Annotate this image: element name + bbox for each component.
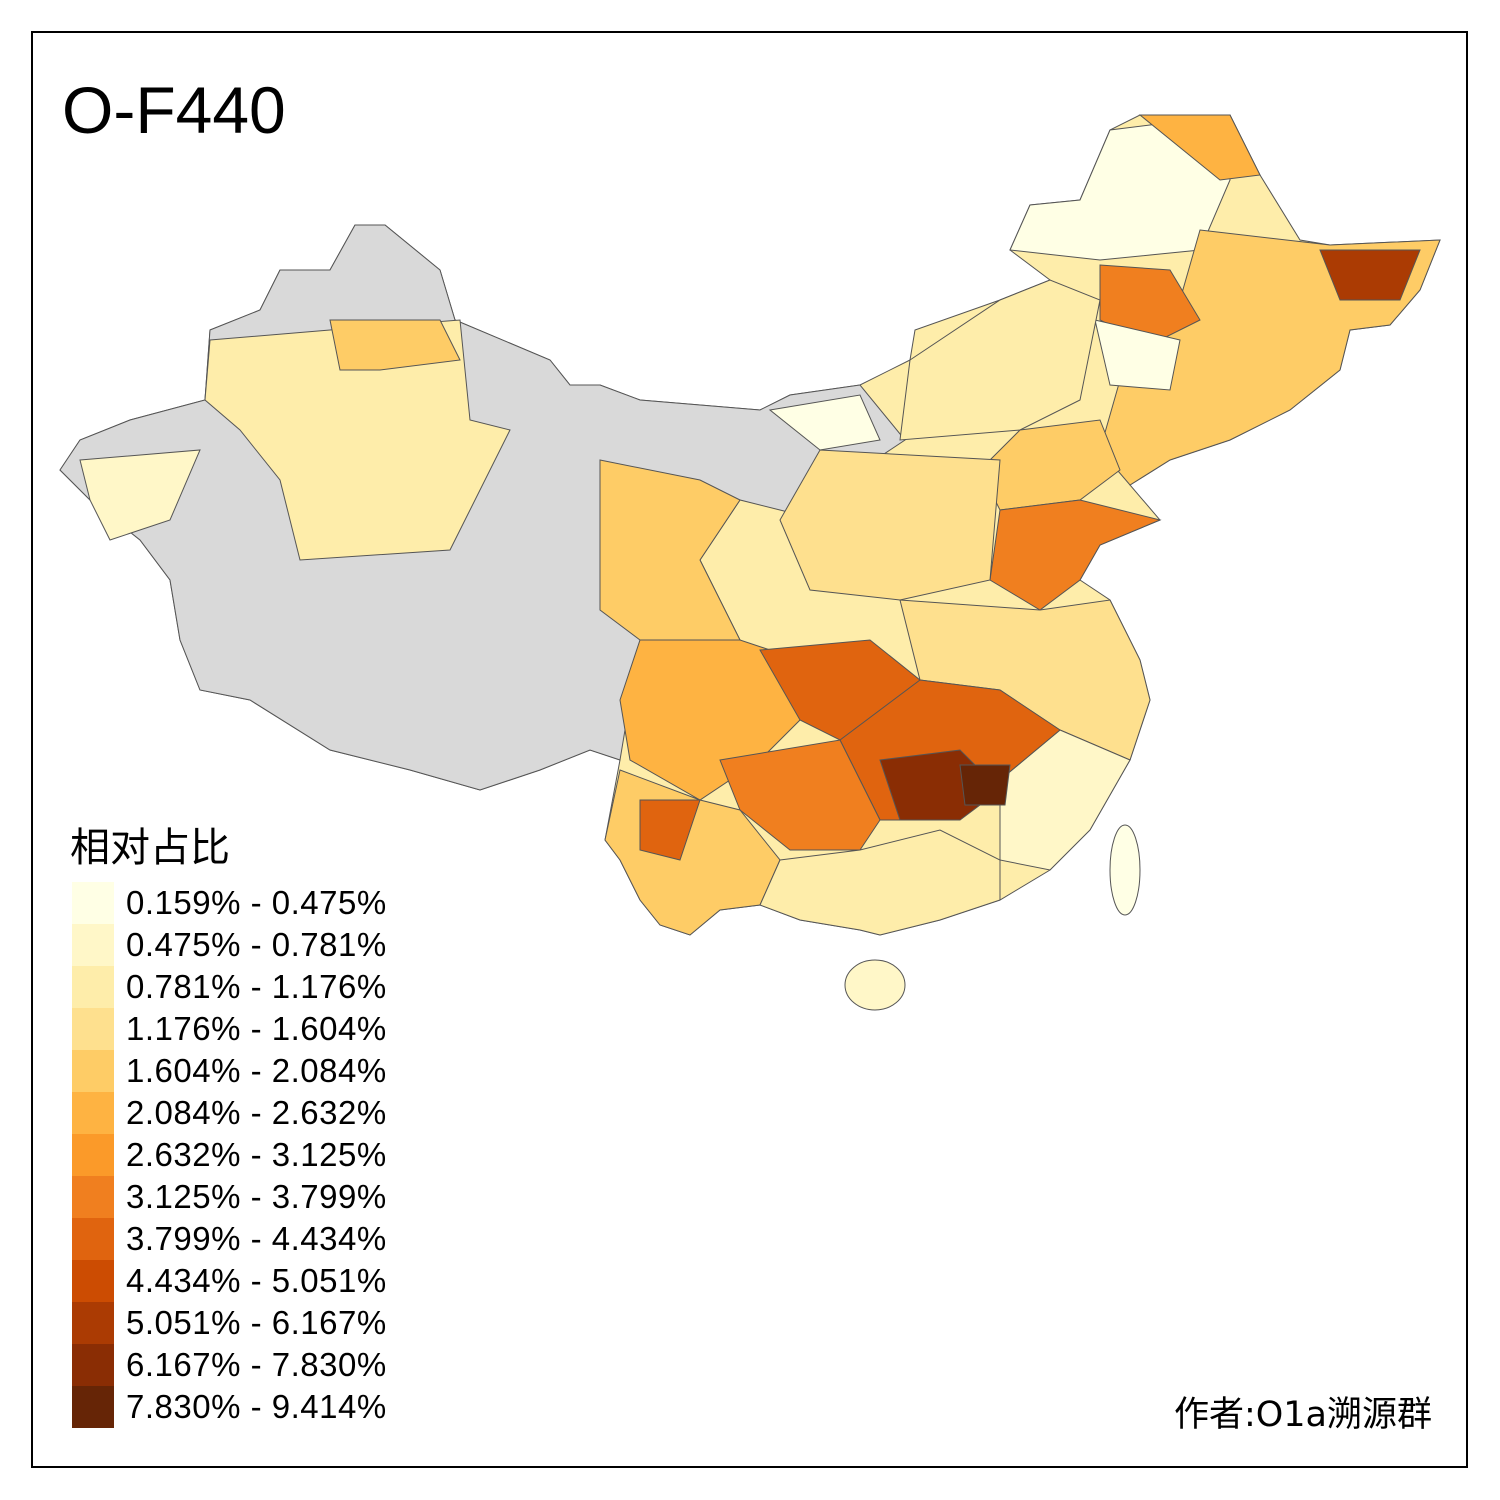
region-north-china: [899, 279, 1101, 441]
legend-swatch: [72, 966, 114, 1008]
legend-swatch: [72, 882, 114, 924]
legend: 0.159% - 0.475% 0.475% - 0.781% 0.781% - 1…: [72, 882, 387, 1428]
legend-label: 0.781% - 1.176%: [126, 968, 387, 1005]
region-heilongjiang-east: [1319, 249, 1421, 301]
legend-item: 5.051% - 6.167%: [72, 1302, 387, 1344]
legend-item: 2.084% - 2.632%: [72, 1092, 387, 1134]
legend-label: 2.084% - 2.632%: [126, 1094, 387, 1131]
legend-label: 3.799% - 4.434%: [126, 1220, 387, 1257]
legend-label: 3.125% - 3.799%: [126, 1178, 387, 1215]
legend-label: 7.830% - 9.414%: [126, 1388, 387, 1425]
legend-item: 0.475% - 0.781%: [72, 924, 387, 966]
region-xinjiang-east: [329, 319, 461, 371]
region-heilongjiang-north: [1009, 114, 1231, 261]
region-jiangxi-west: [959, 764, 1011, 806]
region-daxinganling: [1138, 114, 1261, 181]
region-guangxi-guangdong: [759, 829, 1001, 936]
map-title: O-F440: [62, 73, 286, 147]
legend-title: 相对占比: [70, 825, 230, 871]
region-shandong: [989, 499, 1162, 611]
legend-item: 3.125% - 3.799%: [72, 1176, 387, 1218]
legend-label: 0.159% - 0.475%: [126, 884, 387, 921]
legend-item: 1.176% - 1.604%: [72, 1008, 387, 1050]
region-yunnan-west: [639, 799, 701, 861]
region-gansu-sichuan-west: [599, 459, 741, 641]
legend-label: 1.176% - 1.604%: [126, 1010, 387, 1047]
legend-label: 4.434% - 5.051%: [126, 1262, 387, 1299]
legend-swatch: [72, 1260, 114, 1302]
map-frame: [31, 31, 1468, 1468]
legend-label: 2.632% - 3.125%: [126, 1136, 387, 1173]
legend-swatch: [72, 1302, 114, 1344]
region-hainan: [844, 959, 906, 1011]
legend-item: 7.830% - 9.414%: [72, 1386, 387, 1428]
legend-item: 2.632% - 3.125%: [72, 1134, 387, 1176]
legend-item: 1.604% - 2.084%: [72, 1050, 387, 1092]
legend-swatch: [72, 924, 114, 966]
legend-swatch: [72, 1218, 114, 1260]
legend-swatch: [72, 1386, 114, 1428]
region-jilin-west: [1099, 264, 1201, 346]
region-taiwan: [1109, 824, 1141, 916]
region-kashgar: [79, 449, 201, 541]
legend-swatch: [72, 1092, 114, 1134]
legend-item: 4.434% - 5.051%: [72, 1260, 387, 1302]
legend-swatch: [72, 1050, 114, 1092]
legend-item: 6.167% - 7.830%: [72, 1344, 387, 1386]
legend-swatch: [72, 1176, 114, 1218]
legend-label: 1.604% - 2.084%: [126, 1052, 387, 1089]
legend-item: 0.781% - 1.176%: [72, 966, 387, 1008]
author-credit: 作者:O1a溯源群: [1173, 1395, 1432, 1435]
region-jilin-center: [1094, 319, 1181, 391]
legend-label: 5.051% - 6.167%: [126, 1304, 387, 1341]
legend-item: 3.799% - 4.434%: [72, 1218, 387, 1260]
legend-label: 6.167% - 7.830%: [126, 1346, 387, 1383]
legend-swatch: [72, 1134, 114, 1176]
region-inner-mongolia-west: [768, 394, 881, 451]
legend-label: 0.475% - 0.781%: [126, 926, 387, 963]
legend-swatch: [72, 1008, 114, 1050]
legend-swatch: [72, 1344, 114, 1386]
region-shanxi-shaanxi: [779, 449, 1001, 601]
legend-item: 0.159% - 0.475%: [72, 882, 387, 924]
